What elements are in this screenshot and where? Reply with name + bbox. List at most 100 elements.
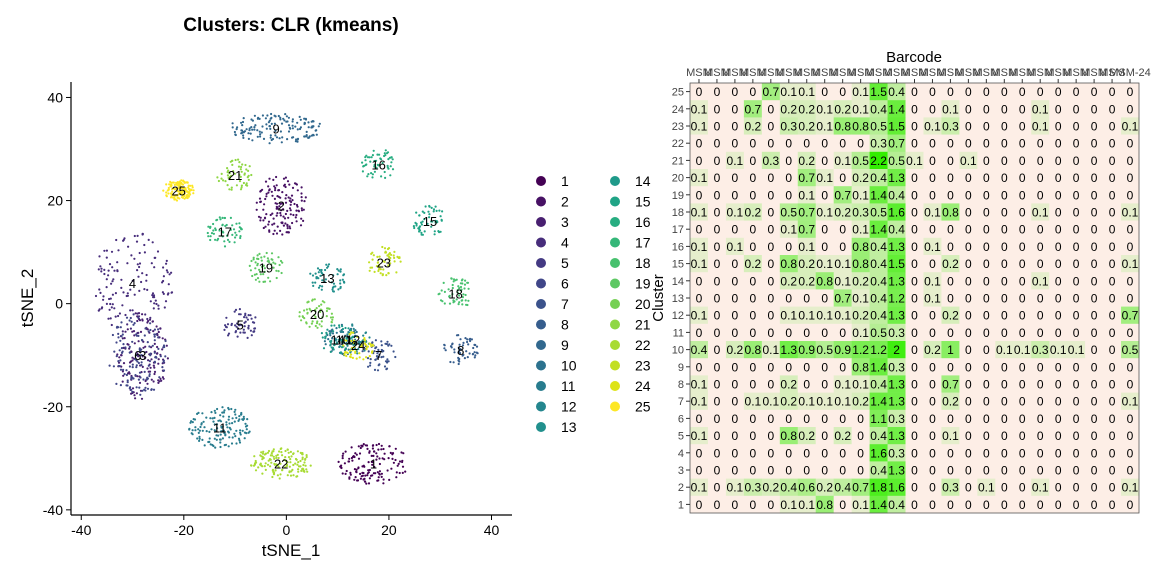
scatter-point	[279, 211, 282, 215]
scatter-point	[249, 132, 252, 135]
scatter-point	[320, 270, 323, 273]
scatter-point	[274, 262, 277, 265]
heatmap-value: 0	[1127, 85, 1134, 99]
scatter-point	[158, 380, 161, 383]
heatmap-value: 0	[839, 464, 846, 478]
legend-key	[610, 278, 620, 289]
cluster-label: 23	[377, 255, 391, 270]
scatter-point	[166, 189, 169, 192]
scatter-point	[273, 185, 276, 188]
scatter-point	[248, 430, 251, 433]
heatmap-value: 0.4	[870, 240, 887, 254]
scatter-point	[161, 337, 164, 340]
heatmap-value: 0.1	[691, 171, 708, 185]
scatter-point	[276, 206, 279, 209]
heatmap-value: 0	[947, 446, 954, 460]
heatmap-value: 0	[1073, 240, 1080, 254]
scatter-point	[465, 303, 468, 306]
heatmap-value: 0	[911, 498, 918, 512]
scatter-point	[145, 378, 148, 381]
scatter-point	[151, 292, 155, 295]
scatter-point	[279, 116, 282, 119]
heatmap-value: 0.5	[1122, 343, 1139, 357]
heatmap-value: 0	[803, 412, 810, 426]
scatter-point	[328, 332, 331, 335]
scatter-point	[364, 474, 367, 477]
x-tick-label: -20	[174, 522, 194, 538]
scatter-point	[249, 269, 252, 272]
heatmap-value: 0	[1037, 326, 1044, 340]
scatter-point	[123, 373, 126, 376]
scatter-point	[417, 227, 420, 230]
scatter-point	[306, 311, 309, 314]
heatmap-value: 0	[696, 446, 703, 460]
scatter-point	[362, 443, 365, 446]
heatmap-value: 0	[983, 154, 990, 168]
scatter-point	[259, 200, 262, 203]
heatmap-value: 0	[1091, 223, 1098, 237]
heatmap-value: 0	[1127, 498, 1134, 512]
scatter-point	[339, 268, 342, 271]
scatter-point	[254, 316, 257, 319]
scatter-point	[351, 356, 354, 359]
scatter-point	[277, 114, 280, 118]
scatter-points	[94, 112, 479, 485]
scatter-point	[362, 165, 365, 168]
heatmap-value: 0.1	[834, 309, 851, 323]
scatter-point	[258, 252, 261, 255]
scatter-point	[235, 429, 238, 432]
scatter-point	[451, 342, 454, 345]
scatter-point	[110, 323, 113, 327]
heatmap-value: 0	[1109, 429, 1116, 443]
heatmap-value: 0	[983, 343, 990, 357]
heatmap-value: 0	[785, 360, 792, 374]
heatmap-value: 0	[1109, 498, 1116, 512]
scatter-point	[461, 344, 465, 347]
scatter-point	[344, 334, 347, 337]
scatter-point	[303, 117, 306, 120]
heatmap-value: 0	[714, 223, 721, 237]
heatmap-value: 0.3	[888, 326, 905, 340]
scatter-point	[319, 310, 322, 313]
heatmap-value: 0.5	[852, 154, 869, 168]
scatter-point	[330, 312, 333, 315]
heatmap-value: 0	[929, 188, 936, 202]
scatter-point	[121, 330, 124, 333]
scatter-point	[277, 256, 280, 259]
scatter-point	[123, 337, 126, 340]
heatmap-value: 0.5	[780, 206, 797, 220]
scatter-point	[381, 245, 384, 249]
heatmap-value: 0	[1109, 446, 1116, 460]
scatter-point	[122, 362, 126, 365]
scatter-point	[277, 189, 281, 192]
legend-key	[536, 401, 546, 412]
scatter-point	[438, 292, 441, 295]
scatter-point	[305, 308, 308, 311]
y-tick-label: 0	[55, 296, 63, 312]
scatter-point	[131, 279, 134, 282]
scatter-point	[350, 346, 354, 349]
scatter-point	[226, 426, 229, 429]
scatter-point	[137, 331, 140, 334]
scatter-point	[216, 407, 219, 411]
heatmap-value: 0	[983, 188, 990, 202]
heatmap-value: 0	[1127, 326, 1134, 340]
x-tick-label: 40	[484, 522, 500, 538]
scatter-point	[157, 328, 160, 331]
scatter-point	[376, 153, 379, 156]
heatmap-value: 0	[714, 378, 721, 392]
scatter-point	[372, 444, 375, 447]
scatter-point	[260, 256, 263, 259]
scatter-point	[289, 227, 292, 230]
heatmap-value: 0	[911, 309, 918, 323]
heatmap-value: 0	[911, 274, 918, 288]
scatter-point	[118, 312, 121, 315]
scatter-point	[153, 351, 156, 354]
scatter-point	[390, 161, 393, 164]
scatter-point	[375, 443, 378, 447]
heatmap-value: 0	[1055, 154, 1062, 168]
scatter-point	[234, 330, 238, 333]
heatmap-value: 0	[1091, 292, 1098, 306]
scatter-point	[237, 165, 241, 168]
